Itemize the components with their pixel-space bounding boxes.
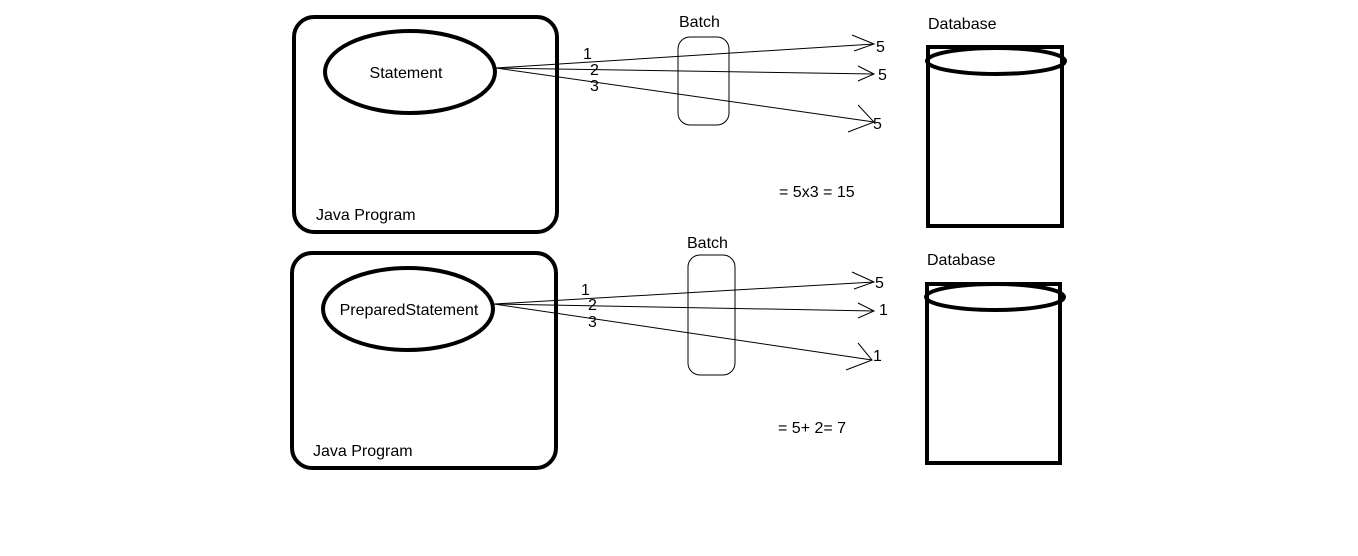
arrow-number-3: 3 (590, 78, 599, 95)
arrow-head-1 (851, 34, 876, 52)
java-program-label: Java Program (316, 207, 416, 224)
arrow-number-2: 2 (590, 62, 599, 79)
batch-label: Batch (687, 235, 728, 252)
database-label: Database (928, 16, 997, 33)
arrow-head-3 (847, 104, 875, 133)
java-program-box (292, 15, 559, 234)
target-value-1: 5 (875, 275, 884, 292)
arrow-line-2 (493, 303, 875, 312)
arrow-line-1 (493, 281, 875, 305)
arrow-line-3 (493, 303, 873, 361)
arrow-number-2: 2 (588, 297, 597, 314)
target-value-3: 5 (873, 116, 882, 133)
arrow-head-2 (857, 65, 876, 82)
target-value-2: 1 (879, 302, 888, 319)
prepared-statement-diagram: PreparedStatement Java Program Batch 1 2… (290, 235, 1066, 470)
arrow-number-3: 3 (588, 314, 597, 331)
java-program-label: Java Program (313, 443, 413, 460)
database-cylinder-top (925, 46, 1067, 76)
java-program-box (290, 251, 558, 470)
target-value-3: 1 (873, 348, 882, 365)
equation-label: = 5+ 2= 7 (778, 420, 846, 437)
arrow-head-2 (857, 302, 876, 319)
arrow-line-1 (495, 43, 875, 69)
database-label: Database (927, 252, 996, 269)
batch-capsule (677, 36, 730, 126)
statement-diagram: Statement Java Program Batch 1 2 3 5 5 5… (292, 14, 1067, 234)
arrow-line-2 (495, 67, 875, 75)
statement-ellipse (323, 29, 497, 115)
batch-capsule (687, 254, 736, 376)
arrow-number-1: 1 (581, 282, 590, 299)
prepared-statement-label: PreparedStatement (340, 302, 479, 319)
prepared-statement-ellipse (321, 266, 495, 352)
batch-label: Batch (679, 14, 720, 31)
arrow-number-1: 1 (583, 46, 592, 63)
statement-label: Statement (370, 65, 443, 82)
arrow-head-1 (851, 271, 876, 290)
target-value-2: 5 (878, 67, 887, 84)
arrow-line-3 (495, 67, 875, 123)
arrow-head-3 (845, 342, 873, 371)
target-value-1: 5 (876, 39, 885, 56)
equation-label: = 5x3 = 15 (779, 184, 855, 201)
database-cylinder-top (924, 282, 1066, 312)
